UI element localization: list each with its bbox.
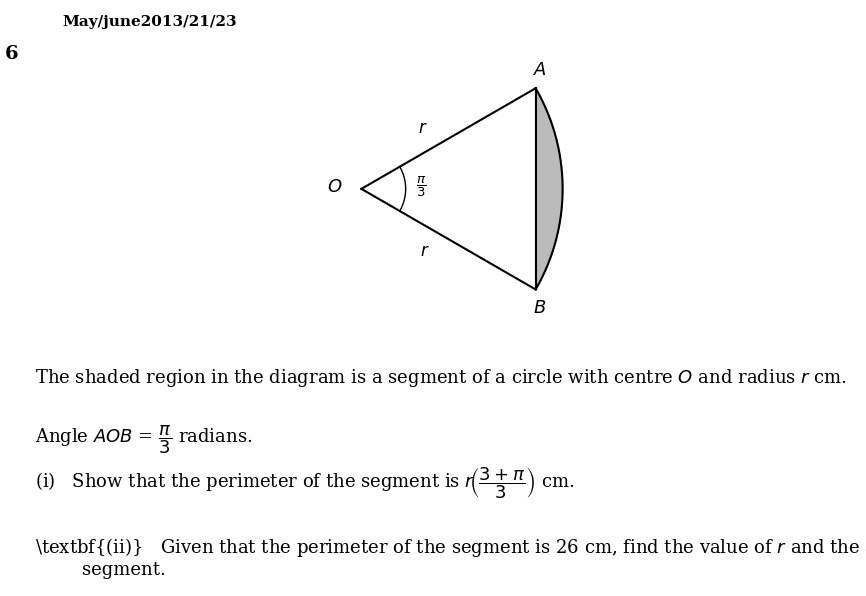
- Text: $A$: $A$: [533, 61, 546, 79]
- Text: (i)   Show that the perimeter of the segment is $\mathit{r}\!\left(\dfrac{3 + \p: (i) Show that the perimeter of the segme…: [35, 465, 574, 501]
- Text: segment.: segment.: [82, 561, 166, 579]
- Text: $\dfrac{\pi}{3}$: $\dfrac{\pi}{3}$: [416, 175, 426, 199]
- Text: \textbf{(ii)}   Given that the perimeter of the segment is 26 cm, find the value: \textbf{(ii)} Given that the perimeter o…: [35, 536, 866, 560]
- Text: $B$: $B$: [533, 299, 546, 316]
- Text: 6: 6: [4, 45, 18, 63]
- Text: The shaded region in the diagram is a segment of a circle with centre $\mathit{O: The shaded region in the diagram is a se…: [35, 367, 847, 389]
- Text: $r$: $r$: [419, 243, 430, 260]
- Polygon shape: [536, 88, 563, 290]
- Text: May/june2013/21/23: May/june2013/21/23: [62, 15, 237, 29]
- Text: $O$: $O$: [327, 178, 343, 196]
- Text: Angle $\mathit{AOB}$ = $\dfrac{\pi}{3}$ radians.: Angle $\mathit{AOB}$ = $\dfrac{\pi}{3}$ …: [35, 423, 252, 456]
- Text: $r$: $r$: [417, 120, 427, 137]
